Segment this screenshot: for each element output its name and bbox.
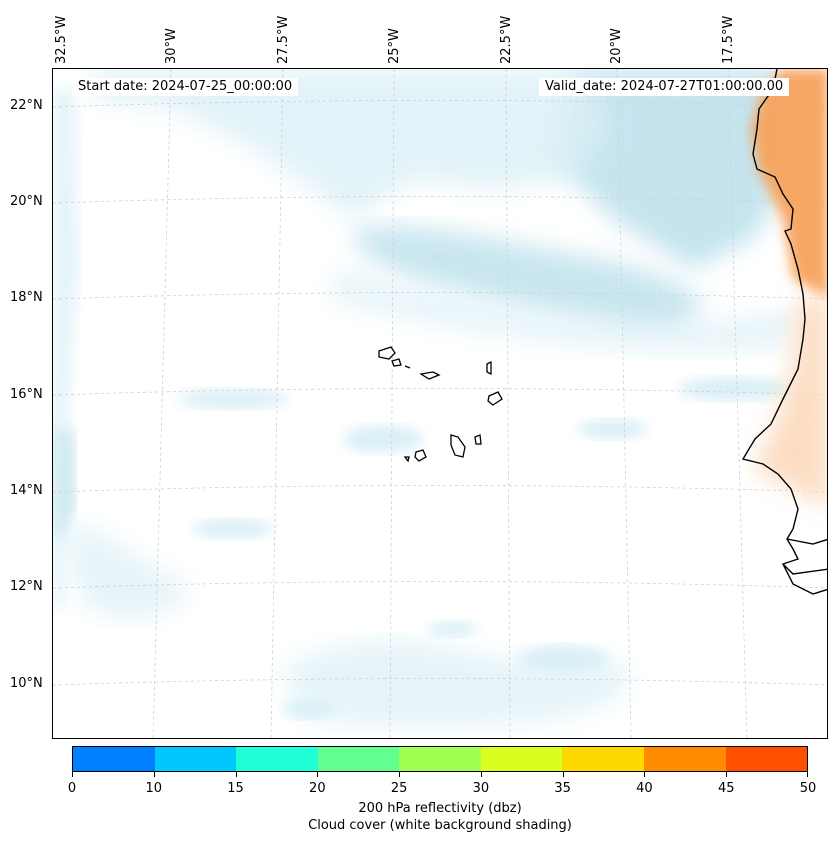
colorbar-segment-8 — [725, 747, 808, 771]
island-boa-vista — [487, 391, 503, 406]
parallel-20n — [53, 196, 827, 204]
meridian-27-5w — [270, 69, 284, 738]
lat-label-14n: 14°N — [10, 483, 43, 498]
colorbar-tick-mark — [644, 772, 646, 777]
lat-label-12n: 12°N — [10, 579, 43, 594]
cloud-west-strip — [53, 89, 79, 609]
cloud-band-main — [353, 226, 703, 330]
land-sahel — [753, 299, 827, 508]
cloud-cover-shading — [53, 69, 793, 727]
graticule — [53, 69, 827, 738]
cloud-patch-4 — [678, 377, 788, 401]
colorbar-tick-mark — [807, 772, 808, 777]
island-fogo — [414, 449, 427, 462]
colorbar-tick-label: 30 — [472, 781, 490, 796]
cloud-south — [283, 640, 630, 727]
lat-label-22n: 22°N — [10, 98, 43, 113]
cloud-band-north — [553, 69, 783, 269]
island-sao-nicolau — [419, 371, 441, 380]
colorbar-segment-1 — [154, 747, 237, 771]
africa-coast — [741, 69, 827, 575]
island-sal — [486, 360, 492, 376]
parallel-18n — [53, 292, 827, 300]
colorbar-tick-mark — [399, 772, 401, 777]
reflectivity-colorbar — [72, 746, 808, 772]
parallel-12n — [53, 581, 827, 589]
meridian-20w — [616, 69, 632, 738]
colorbar-tick-label: 40 — [636, 781, 653, 796]
cloud-patch-6 — [518, 645, 608, 673]
lon-label-22-5w: 22.5°W — [499, 15, 514, 64]
land-shading — [751, 69, 827, 508]
cloud-patch-2 — [178, 389, 288, 409]
coastline — [741, 69, 827, 595]
lon-label-17-5w: 17.5°W — [721, 15, 736, 64]
colorbar-segment-6 — [562, 747, 644, 771]
parallel-10n — [53, 678, 827, 686]
parallel-22n — [53, 100, 827, 108]
colorbar-segment-4 — [399, 747, 481, 771]
map-canvas — [53, 69, 827, 738]
lat-label-20n: 20°N — [10, 194, 43, 209]
lat-label-16n: 16°N — [10, 387, 43, 402]
island-brava — [403, 456, 410, 463]
colorbar-tick-label: 0 — [67, 781, 77, 796]
island-santa-luzia — [404, 365, 411, 369]
colorbar-tick-label: 45 — [717, 781, 735, 796]
lon-label-20w: 20°W — [609, 28, 624, 64]
colorbar-tick-mark — [317, 772, 319, 777]
lon-label-27-5w: 27.5°W — [276, 15, 291, 64]
island-santo-antao — [378, 346, 396, 360]
start-date-label: Start date: 2024-07-25_00:00:00 — [72, 78, 299, 96]
colorbar-segment-7 — [643, 747, 726, 771]
meridian-22-5w — [505, 69, 511, 738]
cloud-band-upper — [93, 69, 613, 219]
cloud-patch-3 — [578, 419, 648, 439]
lat-label-10n: 10°N — [10, 676, 43, 691]
valid-date-label: Valid_date: 2024-07-27T01:00:00.00 — [539, 78, 790, 96]
colorbar-tick-mark — [235, 772, 237, 777]
parallel-16n — [53, 388, 827, 396]
colorbar-subtitle: Cloud cover (white background shading) — [308, 818, 572, 833]
colorbar-tick-label: 10 — [145, 781, 163, 796]
colorbar-segment-3 — [317, 747, 400, 771]
colorbar-tick-label: 15 — [227, 781, 244, 796]
colorbar-tick-label: 20 — [309, 781, 326, 796]
lon-label-32-5w: 32.5°W — [54, 15, 69, 64]
colorbar-segment-2 — [236, 747, 318, 771]
cloud-patch-1 — [343, 425, 423, 453]
meridian-30w — [152, 69, 172, 738]
cloud-patch-7 — [283, 699, 333, 719]
cloud-band-mid — [333, 269, 793, 352]
colorbar-segment-0 — [73, 747, 155, 771]
colorbar-tick-mark — [72, 772, 73, 777]
colorbar-tick-mark — [480, 772, 482, 777]
land-sahara — [751, 69, 827, 298]
senegal-gambia-coast — [786, 538, 827, 545]
colorbar-tick-mark — [726, 772, 728, 777]
colorbar-tick-label: 25 — [390, 781, 408, 796]
parallel-14n — [53, 485, 827, 493]
island-sao-vicente — [391, 358, 402, 367]
colorbar-tick-label: 35 — [554, 781, 571, 796]
cloud-southwest — [69, 519, 193, 619]
lon-label-30w: 30°W — [164, 28, 179, 64]
cape-verde-islands — [378, 346, 503, 463]
colorbar-tick-label: 50 — [799, 781, 817, 796]
colorbar-tick-mark — [562, 772, 564, 777]
map-panel — [52, 68, 828, 739]
meridian-25w — [389, 69, 395, 738]
island-maio — [474, 434, 482, 445]
cloud-patch-5 — [193, 519, 273, 539]
lon-label-25w: 25°W — [387, 28, 402, 64]
cloud-patch-8 — [428, 621, 478, 637]
colorbar-title: 200 hPa reflectivity (dbz) — [358, 801, 522, 816]
lat-label-18n: 18°N — [10, 290, 43, 305]
meridian-17-5w — [727, 69, 748, 738]
colorbar-segment-5 — [480, 747, 563, 771]
guinea-bissau-coast — [782, 563, 827, 595]
island-santiago — [450, 434, 466, 458]
colorbar-tick-mark — [153, 772, 155, 777]
